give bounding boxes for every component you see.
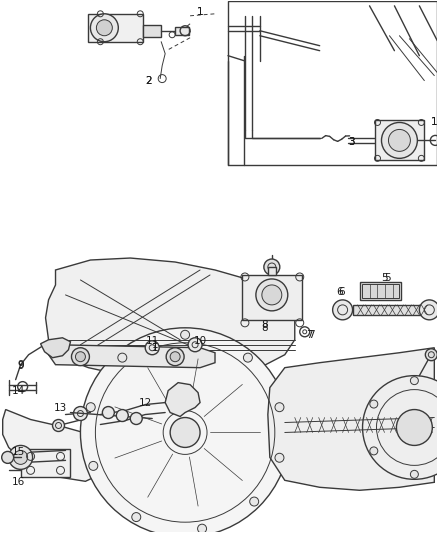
Bar bbox=[21, 449, 71, 478]
Bar bbox=[242, 275, 302, 320]
Circle shape bbox=[396, 409, 432, 446]
Circle shape bbox=[389, 130, 410, 151]
Circle shape bbox=[275, 403, 284, 411]
Circle shape bbox=[244, 353, 252, 362]
Text: 8: 8 bbox=[261, 320, 268, 330]
Circle shape bbox=[370, 447, 378, 455]
Circle shape bbox=[256, 279, 288, 311]
Text: 16: 16 bbox=[12, 478, 25, 487]
Text: 1: 1 bbox=[431, 117, 438, 127]
Text: 5: 5 bbox=[384, 273, 391, 283]
Bar bbox=[361, 284, 399, 298]
Bar bbox=[268, 267, 276, 275]
Bar bbox=[353, 305, 427, 315]
Circle shape bbox=[425, 349, 437, 361]
Circle shape bbox=[14, 450, 28, 464]
Circle shape bbox=[86, 403, 95, 411]
Circle shape bbox=[170, 352, 180, 362]
Circle shape bbox=[419, 300, 438, 320]
Circle shape bbox=[74, 407, 88, 421]
Text: 1: 1 bbox=[197, 7, 203, 17]
Circle shape bbox=[132, 513, 141, 522]
Circle shape bbox=[262, 285, 282, 305]
Polygon shape bbox=[268, 348, 434, 490]
Polygon shape bbox=[46, 258, 295, 379]
Text: 7: 7 bbox=[308, 330, 315, 340]
Circle shape bbox=[198, 524, 207, 533]
Text: 1: 1 bbox=[431, 117, 438, 127]
Text: 1: 1 bbox=[197, 7, 203, 17]
Bar bbox=[360, 282, 401, 300]
Text: 7: 7 bbox=[307, 330, 313, 340]
Circle shape bbox=[96, 20, 112, 36]
Bar bbox=[88, 14, 143, 42]
Text: 6: 6 bbox=[336, 287, 343, 297]
Text: 11: 11 bbox=[145, 336, 159, 346]
Circle shape bbox=[188, 338, 202, 352]
Text: 3: 3 bbox=[348, 138, 355, 148]
Circle shape bbox=[9, 446, 32, 470]
Text: 13: 13 bbox=[54, 402, 67, 413]
Circle shape bbox=[180, 330, 190, 340]
Circle shape bbox=[145, 341, 159, 355]
Circle shape bbox=[250, 497, 259, 506]
Text: 15: 15 bbox=[12, 447, 25, 457]
Circle shape bbox=[102, 407, 114, 418]
Circle shape bbox=[275, 453, 284, 462]
Circle shape bbox=[170, 417, 200, 447]
Circle shape bbox=[166, 348, 184, 366]
Circle shape bbox=[81, 328, 290, 533]
Bar bbox=[143, 25, 161, 37]
Polygon shape bbox=[49, 345, 215, 368]
Circle shape bbox=[89, 462, 98, 470]
Circle shape bbox=[332, 300, 353, 320]
Text: 9: 9 bbox=[18, 360, 24, 370]
Text: 12: 12 bbox=[138, 398, 152, 408]
Text: 1: 1 bbox=[152, 343, 159, 353]
Text: 1: 1 bbox=[152, 340, 159, 350]
Text: 3: 3 bbox=[348, 138, 355, 148]
Text: 14: 14 bbox=[12, 385, 25, 395]
Bar bbox=[228, 1, 437, 165]
Circle shape bbox=[370, 400, 378, 408]
Text: 8: 8 bbox=[261, 323, 268, 333]
Circle shape bbox=[75, 352, 85, 362]
Circle shape bbox=[381, 123, 417, 158]
Circle shape bbox=[118, 353, 127, 362]
Text: 10: 10 bbox=[194, 336, 207, 346]
Text: 2: 2 bbox=[145, 76, 152, 86]
Bar bbox=[175, 27, 189, 35]
Circle shape bbox=[2, 451, 14, 463]
Text: 6: 6 bbox=[338, 287, 345, 297]
Circle shape bbox=[117, 409, 128, 422]
Polygon shape bbox=[3, 409, 112, 481]
Text: 5: 5 bbox=[381, 273, 388, 283]
Circle shape bbox=[410, 377, 418, 385]
Text: 2: 2 bbox=[145, 76, 152, 86]
Bar bbox=[374, 120, 424, 160]
Circle shape bbox=[71, 348, 89, 366]
Polygon shape bbox=[165, 383, 200, 416]
Text: 9: 9 bbox=[18, 361, 24, 370]
Circle shape bbox=[53, 419, 64, 432]
Circle shape bbox=[363, 376, 438, 479]
Circle shape bbox=[264, 259, 280, 275]
Polygon shape bbox=[41, 338, 71, 358]
Circle shape bbox=[90, 14, 118, 42]
Circle shape bbox=[130, 413, 142, 424]
Circle shape bbox=[410, 470, 418, 478]
